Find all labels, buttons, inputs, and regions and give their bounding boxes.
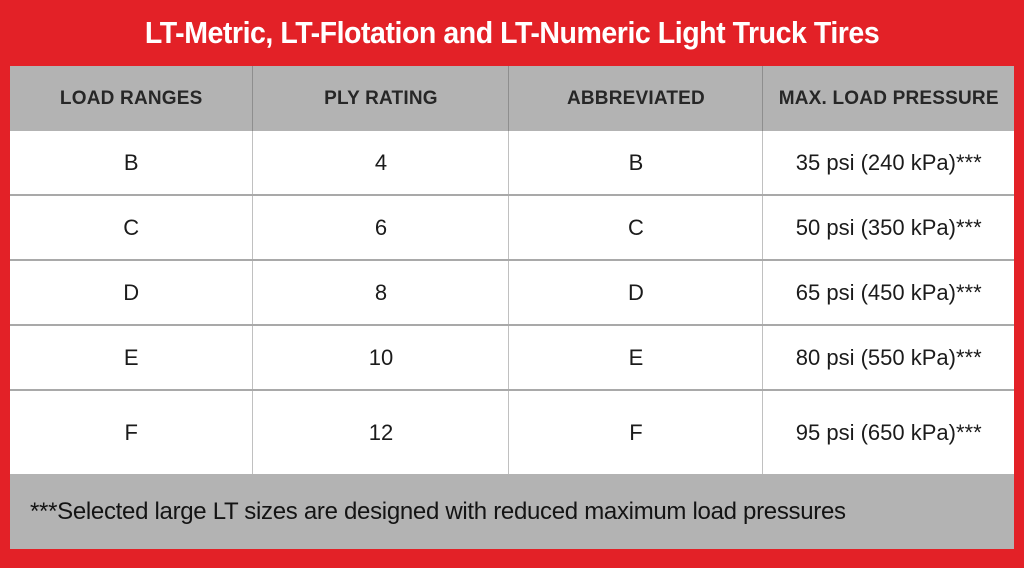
footnote-text: ***Selected large LT sizes are designed … (30, 497, 846, 525)
table-container: LOAD RANGES PLY RATING ABBREVIATED MAX. … (10, 66, 1014, 549)
footnote-bar: ***Selected large LT sizes are designed … (10, 474, 1014, 549)
table-cell: 4 (252, 131, 510, 196)
column-header-load-ranges: LOAD RANGES (10, 66, 254, 131)
header-row: LOAD RANGES PLY RATING ABBREVIATED MAX. … (10, 66, 1014, 131)
table-cell: C (10, 195, 254, 261)
table-row: D 8 D 65 psi (450 kPa)*** (10, 260, 1014, 326)
title-bar: LT-Metric, LT-Flotation and LT-Numeric L… (0, 0, 1024, 66)
table-cell: 6 (252, 195, 510, 261)
table-cell: B (508, 131, 764, 196)
table-cell: B (10, 131, 254, 196)
column-header-ply-rating: PLY RATING (252, 66, 510, 131)
table-row: F 12 F 95 psi (650 kPa)*** (10, 390, 1014, 474)
table-cell: F (508, 390, 764, 474)
table-cell: 50 psi (350 kPa)*** (762, 195, 1014, 261)
column-header-abbreviated: ABBREVIATED (508, 66, 764, 131)
table-row: E 10 E 80 psi (550 kPa)*** (10, 325, 1014, 391)
table-row: C 6 C 50 psi (350 kPa)*** (10, 195, 1014, 261)
table-cell: 95 psi (650 kPa)*** (762, 390, 1014, 474)
table-cell: C (508, 195, 764, 261)
load-range-table: LOAD RANGES PLY RATING ABBREVIATED MAX. … (10, 66, 1014, 474)
table-cell: 35 psi (240 kPa)*** (762, 131, 1014, 196)
table-cell: D (508, 260, 764, 326)
table-cell: E (508, 325, 764, 391)
table-cell: F (10, 390, 254, 474)
table-cell: E (10, 325, 254, 391)
table-cell: 80 psi (550 kPa)*** (762, 325, 1014, 391)
table-cell: 8 (252, 260, 510, 326)
table-cell: D (10, 260, 254, 326)
column-header-max-load-pressure: MAX. LOAD PRESSURE (762, 66, 1014, 131)
page-title: LT-Metric, LT-Flotation and LT-Numeric L… (144, 15, 880, 50)
table-cell: 12 (252, 390, 510, 474)
table-cell: 65 psi (450 kPa)*** (762, 260, 1014, 326)
table-cell: 10 (252, 325, 510, 391)
table-row: B 4 B 35 psi (240 kPa)*** (10, 131, 1014, 196)
